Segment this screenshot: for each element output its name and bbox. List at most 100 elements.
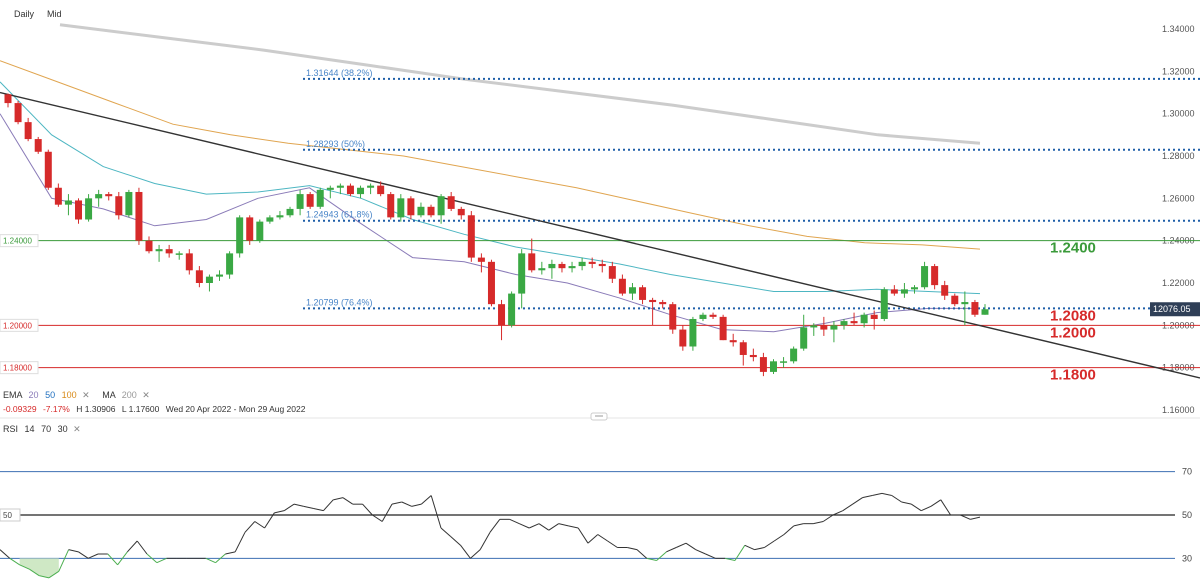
candle-up[interactable] xyxy=(437,196,445,216)
candle-up[interactable] xyxy=(397,198,405,218)
candle-up[interactable] xyxy=(266,217,274,222)
candle-down[interactable] xyxy=(931,266,939,286)
candle-down[interactable] xyxy=(739,342,747,355)
candle-down[interactable] xyxy=(719,316,727,341)
candle-down[interactable] xyxy=(709,314,717,317)
candle-up[interactable] xyxy=(326,187,334,190)
candle-down[interactable] xyxy=(679,329,687,347)
candle-up[interactable] xyxy=(790,348,798,362)
candle-down[interactable] xyxy=(447,196,455,209)
candle-up[interactable] xyxy=(226,253,234,275)
candle-up[interactable] xyxy=(64,200,72,205)
candle-down[interactable] xyxy=(135,191,143,241)
candle-up[interactable] xyxy=(357,187,365,195)
candle-down[interactable] xyxy=(34,139,42,152)
candle-up[interactable] xyxy=(548,263,556,269)
candle-down[interactable] xyxy=(659,302,667,305)
candle-up[interactable] xyxy=(860,314,868,324)
candle-up[interactable] xyxy=(568,266,576,269)
candle-down[interactable] xyxy=(4,94,12,104)
candle-down[interactable] xyxy=(890,289,898,294)
rsi-param-period[interactable]: 14 xyxy=(24,424,35,434)
candle-up[interactable] xyxy=(276,215,284,218)
candle-up[interactable] xyxy=(95,194,103,199)
candle-down[interactable] xyxy=(14,103,22,123)
candle-up[interactable] xyxy=(921,266,929,288)
candle-down[interactable] xyxy=(528,253,536,271)
candle-up[interactable] xyxy=(236,217,244,254)
candle-down[interactable] xyxy=(427,206,435,216)
candle-up[interactable] xyxy=(810,325,818,328)
candle-up[interactable] xyxy=(840,321,848,326)
candle-up[interactable] xyxy=(769,361,777,372)
candle-up[interactable] xyxy=(628,287,636,294)
candle-down[interactable] xyxy=(759,357,767,372)
rsi-param-upper[interactable]: 70 xyxy=(41,424,52,434)
candle-down[interactable] xyxy=(588,261,596,264)
ema-period-20[interactable]: 20 xyxy=(28,390,39,400)
remove-ema-icon[interactable]: ✕ xyxy=(82,390,90,400)
candle-down[interactable] xyxy=(24,122,32,140)
candle-down[interactable] xyxy=(639,287,647,300)
candle-down[interactable] xyxy=(850,321,858,324)
candle-down[interactable] xyxy=(598,263,606,267)
candle-down[interactable] xyxy=(246,217,254,241)
candle-down[interactable] xyxy=(749,354,757,358)
candle-up[interactable] xyxy=(910,287,918,290)
candle-down[interactable] xyxy=(649,299,657,303)
candle-down[interactable] xyxy=(729,340,737,343)
candle-up[interactable] xyxy=(417,206,425,216)
candle-up[interactable] xyxy=(981,309,989,315)
candle-down[interactable] xyxy=(377,185,385,195)
candle-up[interactable] xyxy=(256,221,264,241)
candle-up[interactable] xyxy=(85,198,93,220)
candle-down[interactable] xyxy=(105,194,113,197)
candle-down[interactable] xyxy=(951,295,959,305)
candle-up[interactable] xyxy=(125,191,133,216)
candle-up[interactable] xyxy=(538,268,546,271)
rsi-param-lower[interactable]: 30 xyxy=(57,424,68,434)
candlesticks[interactable] xyxy=(4,93,989,377)
candle-up[interactable] xyxy=(216,274,224,277)
candle-down[interactable] xyxy=(185,253,193,271)
candle-down[interactable] xyxy=(346,185,354,195)
candle-down[interactable] xyxy=(870,314,878,319)
candle-down[interactable] xyxy=(165,249,173,254)
candle-up[interactable] xyxy=(699,314,707,319)
candle-down[interactable] xyxy=(477,257,485,262)
timeframe-label[interactable]: Daily xyxy=(14,9,35,19)
candle-down[interactable] xyxy=(498,304,506,326)
candle-up[interactable] xyxy=(175,253,183,255)
candle-up[interactable] xyxy=(961,302,969,305)
candle-down[interactable] xyxy=(487,261,495,305)
candle-up[interactable] xyxy=(900,289,908,294)
price-type-label[interactable]: Mid xyxy=(47,9,62,19)
candle-down[interactable] xyxy=(145,240,153,252)
candle-down[interactable] xyxy=(54,187,62,205)
candle-up[interactable] xyxy=(508,293,516,326)
candle-up[interactable] xyxy=(336,185,344,188)
ema-period-50[interactable]: 50 xyxy=(45,390,56,400)
candle-down[interactable] xyxy=(618,278,626,294)
ma-period-200[interactable]: 200 xyxy=(121,390,137,400)
candle-up[interactable] xyxy=(689,318,697,347)
candle-down[interactable] xyxy=(195,270,203,283)
candle-up[interactable] xyxy=(518,253,526,294)
candle-down[interactable] xyxy=(820,325,828,330)
candle-down[interactable] xyxy=(457,208,465,216)
candle-down[interactable] xyxy=(115,196,123,216)
candle-up[interactable] xyxy=(286,208,294,216)
candle-up[interactable] xyxy=(367,185,375,188)
candle-down[interactable] xyxy=(558,263,566,269)
remove-ma-icon[interactable]: ✕ xyxy=(142,390,150,400)
ema-period-100[interactable]: 100 xyxy=(61,390,77,400)
candle-down[interactable] xyxy=(44,151,52,188)
candle-down[interactable] xyxy=(467,215,475,258)
candle-up[interactable] xyxy=(205,276,213,283)
candle-up[interactable] xyxy=(155,249,163,252)
candle-down[interactable] xyxy=(387,194,395,218)
candle-down[interactable] xyxy=(941,285,949,296)
candle-down[interactable] xyxy=(75,200,83,220)
candle-up[interactable] xyxy=(880,289,888,319)
candle-up[interactable] xyxy=(780,361,788,363)
